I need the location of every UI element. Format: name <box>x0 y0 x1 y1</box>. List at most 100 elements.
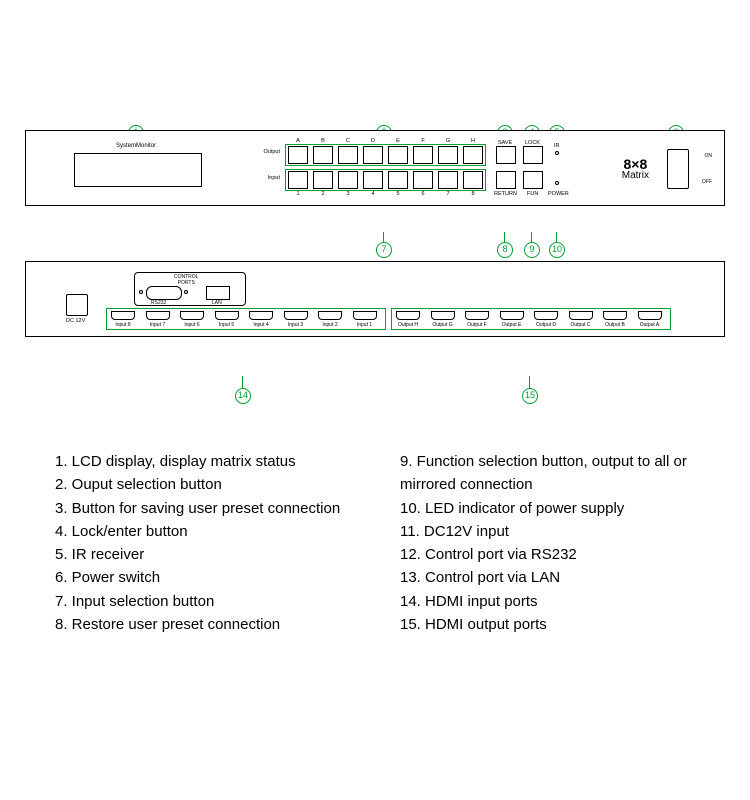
input-button[interactable] <box>338 171 358 189</box>
dc12v-label: DC 12V <box>66 318 85 324</box>
hdmi-output-port[interactable] <box>431 311 455 320</box>
output-col-label: B <box>313 138 333 144</box>
input-col-label: 5 <box>388 191 408 197</box>
hdmi-output-port[interactable] <box>534 311 558 320</box>
rs232-screw-icon <box>184 290 188 294</box>
hdmi-output-port[interactable] <box>569 311 593 320</box>
lock-button[interactable] <box>523 146 543 164</box>
callout-line <box>242 376 243 388</box>
callout-7: 7 <box>376 242 392 258</box>
return-label: RETURN <box>494 191 517 197</box>
hdmi-input-port[interactable] <box>180 311 204 320</box>
save-button[interactable] <box>496 146 516 164</box>
hdmi-input-port[interactable] <box>215 311 239 320</box>
fun-label: FUN <box>527 191 538 197</box>
hdmi-input-port[interactable] <box>249 311 273 320</box>
return-button[interactable] <box>496 171 516 189</box>
rear-panel: DC 12V CONTROLPORTS RS232 LAN Input 8Inp… <box>25 261 725 337</box>
legend-item: 15. HDMI output ports <box>400 613 690 636</box>
row-output-label: Output <box>263 149 280 155</box>
lcd-label: SystemMonitor <box>116 143 156 149</box>
hdmi-input-label: Input 2 <box>316 322 344 328</box>
hdmi-output-port[interactable] <box>465 311 489 320</box>
legend-item: 11. DC12V input <box>400 520 690 543</box>
power-led-icon <box>555 181 559 185</box>
front-panel: SystemMonitor Output Input A1B2C3D4E5F6G… <box>25 130 725 206</box>
input-col-label: 7 <box>438 191 458 197</box>
legend: 1. LCD display, display matrix status2. … <box>55 450 690 636</box>
hdmi-input-label: Input 6 <box>178 322 206 328</box>
output-button[interactable] <box>413 146 433 164</box>
hdmi-output-label: Output B <box>601 322 629 328</box>
legend-item: 10. LED indicator of power supply <box>400 497 690 520</box>
callout-10: 10 <box>549 242 565 258</box>
hdmi-output-label: Output A <box>636 322 664 328</box>
output-col-label: C <box>338 138 358 144</box>
input-button[interactable] <box>313 171 333 189</box>
lcd-display <box>74 153 202 187</box>
hdmi-input-port[interactable] <box>318 311 342 320</box>
legend-item: 7. Input selection button <box>55 590 345 613</box>
hdmi-input-port[interactable] <box>284 311 308 320</box>
hdmi-input-label: Input 5 <box>213 322 241 328</box>
ir-icon <box>555 151 559 155</box>
input-col-label: 2 <box>313 191 333 197</box>
callout-line <box>504 232 505 242</box>
callout-8: 8 <box>497 242 513 258</box>
output-button[interactable] <box>288 146 308 164</box>
hdmi-output-port[interactable] <box>396 311 420 320</box>
power-on-label: ON <box>705 153 713 159</box>
legend-item: 13. Control port via LAN <box>400 566 690 589</box>
legend-item: 9. Function selection button, output to … <box>400 450 690 497</box>
hdmi-input-port[interactable] <box>111 311 135 320</box>
legend-item: 12. Control port via RS232 <box>400 543 690 566</box>
legend-item: 1. LCD display, display matrix status <box>55 450 345 473</box>
output-col-label: E <box>388 138 408 144</box>
callout-line <box>383 232 384 242</box>
legend-item: 4. Lock/enter button <box>55 520 345 543</box>
callout-line <box>529 376 530 388</box>
hdmi-input-port[interactable] <box>146 311 170 320</box>
fun-button[interactable] <box>523 171 543 189</box>
rs232-port[interactable] <box>146 286 182 300</box>
output-button[interactable] <box>313 146 333 164</box>
legend-item: 6. Power switch <box>55 566 345 589</box>
input-col-label: 1 <box>288 191 308 197</box>
legend-item: 2. Ouput selection button <box>55 473 345 496</box>
input-button[interactable] <box>413 171 433 189</box>
output-button[interactable] <box>388 146 408 164</box>
rs232-label: RS232 <box>151 300 166 306</box>
input-button[interactable] <box>388 171 408 189</box>
output-col-label: D <box>363 138 383 144</box>
input-col-label: 3 <box>338 191 358 197</box>
hdmi-output-port[interactable] <box>603 311 627 320</box>
output-button[interactable] <box>438 146 458 164</box>
output-button[interactable] <box>338 146 358 164</box>
hdmi-input-port[interactable] <box>353 311 377 320</box>
output-button[interactable] <box>363 146 383 164</box>
output-button[interactable] <box>463 146 483 164</box>
legend-col-right: 9. Function selection button, output to … <box>400 450 690 636</box>
hdmi-output-label: Output G <box>429 322 457 328</box>
hdmi-output-port[interactable] <box>500 311 524 320</box>
dc12v-port[interactable] <box>66 294 88 316</box>
output-col-label: H <box>463 138 483 144</box>
lan-port[interactable] <box>206 286 230 300</box>
input-button[interactable] <box>288 171 308 189</box>
hdmi-input-label: Input 8 <box>109 322 137 328</box>
input-button[interactable] <box>438 171 458 189</box>
hdmi-input-label: Input 7 <box>144 322 172 328</box>
hdmi-output-label: Output E <box>498 322 526 328</box>
legend-item: 5. IR receiver <box>55 543 345 566</box>
input-button[interactable] <box>363 171 383 189</box>
legend-item: 3. Button for saving user preset connect… <box>55 497 345 520</box>
hdmi-input-label: Input 4 <box>247 322 275 328</box>
input-col-label: 8 <box>463 191 483 197</box>
power-switch[interactable] <box>667 149 689 189</box>
legend-col-left: 1. LCD display, display matrix status2. … <box>55 450 345 636</box>
output-col-label: F <box>413 138 433 144</box>
hdmi-output-port[interactable] <box>638 311 662 320</box>
callout-line <box>556 232 557 242</box>
input-button[interactable] <box>463 171 483 189</box>
hdmi-output-label: Output D <box>532 322 560 328</box>
